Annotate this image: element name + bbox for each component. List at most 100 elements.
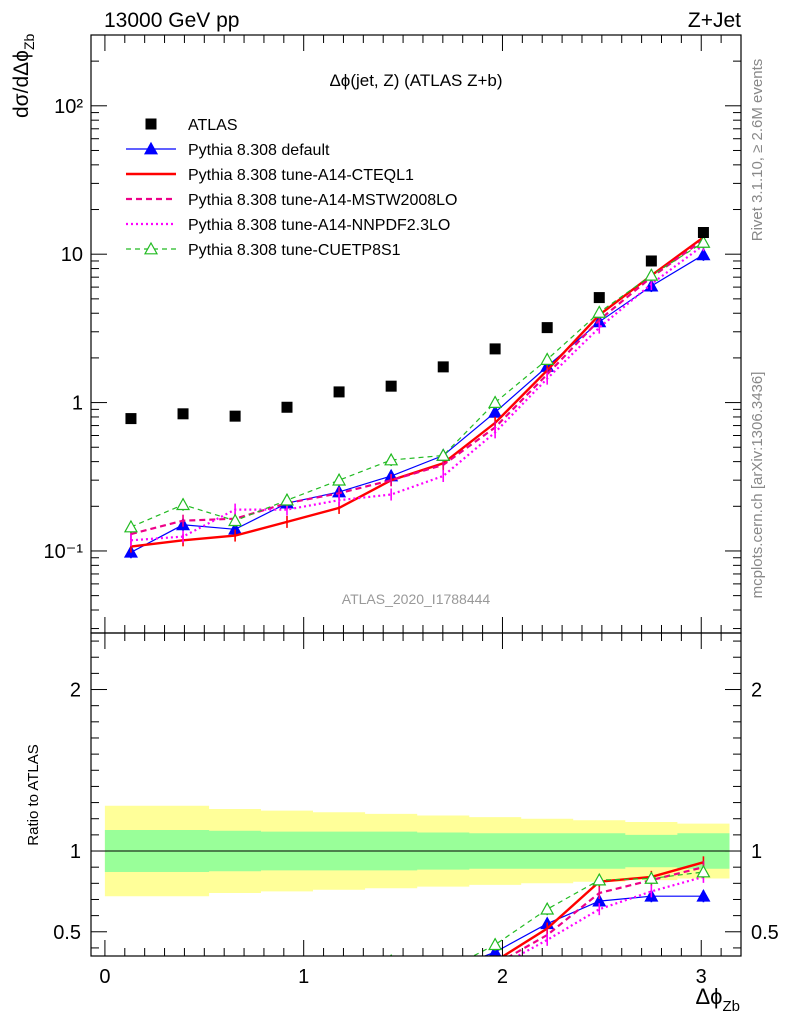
ratio-y-tick-label: 2	[70, 680, 81, 702]
series-5-point	[540, 352, 555, 365]
data-point	[177, 408, 189, 420]
series-5-point	[123, 519, 138, 533]
ratio-series-5-line	[472, 871, 704, 956]
y-tick-label: 10⁻¹	[44, 541, 84, 563]
ratio-series-1-point	[177, 978, 189, 989]
ratio-axes: 0 1 2 3 0.5 0.5 1 1 2 2	[53, 633, 779, 988]
mcplots-label: mcplots.cern.ch [arXiv:1306.3436]	[749, 372, 766, 599]
series-5-point	[436, 448, 451, 461]
x-axis-label-sub: Zb	[722, 998, 740, 1015]
process-label: Z+Jet	[688, 9, 741, 32]
ratio-series-1-point	[229, 979, 241, 990]
legend-marker	[143, 241, 159, 255]
ratio-series-1-point	[125, 986, 137, 997]
legend-label: Pythia 8.308 tune-CUETP8S1	[188, 242, 401, 259]
ratio-series-1-line	[483, 895, 704, 956]
legend-label: Pythia 8.308 tune-A14-MSTW2008LO	[188, 192, 457, 209]
y-tick-label: 1	[72, 393, 83, 415]
ratio-y-axis-label: Ratio to ATLAS	[25, 744, 42, 845]
series-5-point	[644, 268, 659, 281]
ratio-series-3-line	[508, 866, 704, 956]
ratio-series-5-point	[644, 871, 659, 884]
series-5-point	[384, 452, 399, 466]
ratio-y-tick-label: 1	[70, 841, 81, 863]
legend-label: Pythia 8.308 tune-A14-CTEQL1	[188, 167, 414, 184]
ratio-series-2-line	[501, 861, 704, 956]
series-5-point	[279, 492, 295, 506]
ratio-series-5-point	[229, 975, 241, 986]
svg-text:dσ/dΔϕZb: dσ/dΔϕZb	[10, 33, 37, 118]
ratio-series-5-point	[540, 901, 555, 915]
y-axis-label: dσ/dΔϕZb	[10, 33, 37, 118]
ratio-y-tick-label-right: 0.5	[751, 922, 779, 944]
legend-label: Pythia 8.308 default	[188, 142, 330, 159]
series-5-point	[488, 395, 503, 408]
legend-label: ATLAS	[188, 117, 238, 134]
series-5-point	[176, 497, 191, 511]
y-tick-label: 10²	[54, 96, 83, 118]
main-plot-marks	[123, 227, 711, 559]
series-1-point	[696, 247, 711, 261]
data-point	[593, 292, 605, 304]
ratio-plot-marks	[91, 805, 741, 997]
svg-text:ΔϕZb: ΔϕZb	[695, 984, 740, 1015]
ratio-panel: 0 1 2 3 0.5 0.5 1 1 2 2 Ratio to ATLAS	[25, 632, 779, 997]
main-panel: 10⁻¹ 1 10 10² Δϕ(jet, Z) (ATLAS Z+b) ATLAS_…	[10, 33, 742, 634]
ratio-series-5-point	[696, 864, 711, 878]
x-tick-label: 0	[99, 966, 110, 988]
data-point	[489, 343, 501, 355]
x-axis-label: ΔϕZb	[695, 984, 740, 1015]
ratio-series-5-point	[125, 976, 137, 987]
data-point	[229, 410, 241, 422]
ratio-series-1-point	[333, 972, 345, 983]
ratio-series-1-point	[385, 966, 397, 977]
data-point	[437, 361, 449, 373]
data-point	[281, 401, 293, 413]
ratio-series-1-point	[281, 970, 293, 981]
x-tick-label: 1	[298, 966, 309, 988]
ratio-series-1-point	[696, 889, 711, 902]
series-5-line	[130, 241, 704, 528]
data-point	[125, 413, 137, 425]
ratio-frame	[90, 632, 742, 957]
ratio-series-1-point	[488, 944, 502, 956]
series-5-point	[332, 472, 347, 486]
ratio-y-tick-label-right: 2	[751, 680, 762, 702]
rivet-label: Rivet 3.1.10, ≥ 2.6M events	[749, 59, 766, 242]
ratio-series-5-point	[437, 966, 449, 977]
y-tick-label: 10	[61, 244, 83, 266]
ratio-y-tick-label-right: 1	[751, 841, 762, 863]
legend-marker-data	[145, 118, 157, 130]
series-5-point	[228, 513, 243, 527]
series-5-point	[696, 235, 711, 248]
series-2-line	[130, 236, 705, 548]
series-5-point	[592, 305, 607, 318]
legend-label: Pythia 8.308 tune-A14-NNPDF2.3LO	[188, 217, 450, 234]
series-3-line	[130, 238, 705, 536]
analysis-id: ATLAS_2020_I1788444	[342, 591, 491, 607]
chart-title: Δϕ(jet, Z) (ATLAS Z+b)	[329, 71, 502, 90]
legend: ATLAS Pythia 8.308 default Pythia 8.308 tu…	[126, 117, 457, 259]
data-point	[385, 380, 397, 392]
ratio-series-4-line	[515, 875, 704, 956]
series-1-line	[130, 254, 704, 553]
y-axis-label-sub: Zb	[21, 33, 37, 50]
ratio-series-5-point	[488, 937, 503, 951]
series-4-line	[130, 244, 705, 542]
x-tick-label: 2	[497, 966, 508, 988]
energy-label: 13000 GeV pp	[104, 9, 239, 32]
ratio-series-5-point	[390, 953, 393, 956]
x-axis-label-text: Δϕ	[695, 984, 722, 1009]
x-tick-label: 3	[696, 966, 707, 988]
legend-marker	[143, 141, 159, 155]
data-point	[333, 386, 345, 398]
data-point	[541, 322, 553, 334]
ratio-series-1-point	[437, 966, 449, 977]
data-point	[697, 227, 709, 239]
y-axis-label-text: dσ/dΔϕ	[10, 50, 33, 118]
ratio-series-5-point	[333, 966, 345, 977]
data-point	[645, 255, 657, 267]
ratio-series-5-point	[281, 968, 293, 979]
ratio-series-5-point	[592, 872, 607, 886]
